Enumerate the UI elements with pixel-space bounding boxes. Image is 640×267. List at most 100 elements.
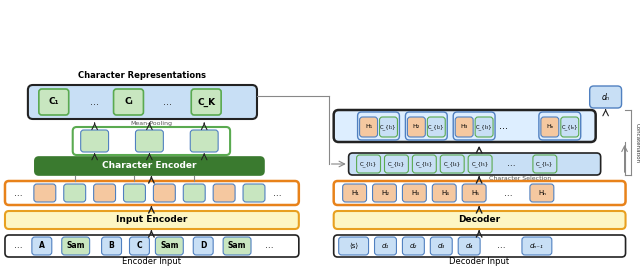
FancyBboxPatch shape xyxy=(28,85,257,119)
FancyBboxPatch shape xyxy=(102,237,122,255)
Text: Decoder Input: Decoder Input xyxy=(449,257,509,265)
Text: ...: ... xyxy=(499,121,508,131)
FancyBboxPatch shape xyxy=(561,117,579,137)
Text: C_{l₃}: C_{l₃} xyxy=(476,124,492,130)
Text: C_{l₁}: C_{l₁} xyxy=(360,161,377,167)
FancyBboxPatch shape xyxy=(360,117,378,137)
Text: Encoder Input: Encoder Input xyxy=(122,257,181,265)
Text: A: A xyxy=(39,241,45,250)
Text: B: B xyxy=(109,241,115,250)
Text: ...: ... xyxy=(264,241,273,250)
Text: Hₙ: Hₙ xyxy=(539,190,547,196)
Text: Cᵢ: Cᵢ xyxy=(124,97,133,107)
Text: H₁: H₁ xyxy=(365,124,372,129)
Text: ...: ... xyxy=(497,241,506,250)
Text: C_{l₁}: C_{l₁} xyxy=(380,124,397,130)
Text: ⟨s⟩: ⟨s⟩ xyxy=(349,243,358,249)
Text: C_{lₙ}: C_{lₙ} xyxy=(561,124,578,130)
Text: Hₙ: Hₙ xyxy=(546,124,554,129)
FancyBboxPatch shape xyxy=(349,153,601,175)
Text: ...: ... xyxy=(507,159,515,168)
FancyBboxPatch shape xyxy=(190,130,218,152)
FancyBboxPatch shape xyxy=(5,211,299,229)
Text: C_{l₅}: C_{l₅} xyxy=(472,161,489,167)
FancyBboxPatch shape xyxy=(39,89,68,115)
FancyBboxPatch shape xyxy=(61,237,90,255)
FancyBboxPatch shape xyxy=(113,89,143,115)
FancyBboxPatch shape xyxy=(403,237,424,255)
FancyBboxPatch shape xyxy=(333,110,596,142)
FancyBboxPatch shape xyxy=(156,237,183,255)
FancyBboxPatch shape xyxy=(530,184,554,202)
FancyBboxPatch shape xyxy=(93,184,116,202)
Text: ...: ... xyxy=(13,189,22,198)
FancyBboxPatch shape xyxy=(124,184,145,202)
FancyBboxPatch shape xyxy=(136,130,163,152)
Text: d₄: d₄ xyxy=(465,243,473,249)
FancyBboxPatch shape xyxy=(5,181,299,205)
Text: Mean-Pooling: Mean-Pooling xyxy=(131,120,172,125)
Text: ...: ... xyxy=(90,97,99,107)
Text: ...: ... xyxy=(163,97,172,107)
FancyBboxPatch shape xyxy=(428,117,445,137)
Text: H₄: H₄ xyxy=(441,190,449,196)
Text: H₃: H₃ xyxy=(461,124,468,129)
FancyBboxPatch shape xyxy=(372,184,396,202)
Text: H₅: H₅ xyxy=(471,190,479,196)
Text: Concatenation: Concatenation xyxy=(635,123,640,163)
Text: Sam: Sam xyxy=(228,241,246,250)
Text: ...: ... xyxy=(504,189,513,198)
FancyBboxPatch shape xyxy=(455,117,473,137)
FancyBboxPatch shape xyxy=(183,184,205,202)
FancyBboxPatch shape xyxy=(243,184,265,202)
FancyBboxPatch shape xyxy=(333,235,625,257)
Text: H₂: H₂ xyxy=(413,124,420,129)
FancyBboxPatch shape xyxy=(154,184,175,202)
FancyBboxPatch shape xyxy=(380,117,397,137)
FancyBboxPatch shape xyxy=(223,237,251,255)
FancyBboxPatch shape xyxy=(475,117,493,137)
FancyBboxPatch shape xyxy=(64,184,86,202)
Text: Character Representations: Character Representations xyxy=(79,70,207,80)
FancyBboxPatch shape xyxy=(408,117,426,137)
FancyBboxPatch shape xyxy=(403,184,426,202)
Text: H₁: H₁ xyxy=(351,190,360,196)
FancyBboxPatch shape xyxy=(81,130,109,152)
FancyBboxPatch shape xyxy=(522,237,552,255)
FancyBboxPatch shape xyxy=(440,155,464,173)
Text: ...: ... xyxy=(273,189,281,198)
FancyBboxPatch shape xyxy=(34,184,56,202)
Text: ...: ... xyxy=(13,241,22,250)
Text: d₁: d₁ xyxy=(382,243,389,249)
FancyBboxPatch shape xyxy=(374,237,396,255)
FancyBboxPatch shape xyxy=(193,237,213,255)
FancyBboxPatch shape xyxy=(5,235,299,257)
Text: d₃: d₃ xyxy=(438,243,445,249)
Text: C_{lₙ}: C_{lₙ} xyxy=(536,161,554,167)
Text: dₙ: dₙ xyxy=(602,92,609,101)
Text: Character Selection: Character Selection xyxy=(489,175,551,180)
FancyBboxPatch shape xyxy=(458,237,480,255)
FancyBboxPatch shape xyxy=(432,184,456,202)
Text: Sam: Sam xyxy=(160,241,179,250)
FancyBboxPatch shape xyxy=(462,184,486,202)
FancyBboxPatch shape xyxy=(468,155,492,173)
Text: d₂: d₂ xyxy=(410,243,417,249)
FancyBboxPatch shape xyxy=(333,181,625,205)
FancyBboxPatch shape xyxy=(356,155,381,173)
Text: H₂: H₂ xyxy=(381,190,390,196)
FancyBboxPatch shape xyxy=(129,237,149,255)
Text: C: C xyxy=(137,241,142,250)
Text: D: D xyxy=(200,241,206,250)
Text: C_{l₃}: C_{l₃} xyxy=(416,161,433,167)
FancyBboxPatch shape xyxy=(342,184,367,202)
FancyBboxPatch shape xyxy=(35,157,264,175)
FancyBboxPatch shape xyxy=(589,86,621,108)
Text: Decoder: Decoder xyxy=(458,215,500,225)
Text: C_{l₄}: C_{l₄} xyxy=(444,161,461,167)
Text: Sam: Sam xyxy=(67,241,85,250)
FancyBboxPatch shape xyxy=(430,237,452,255)
Text: Input Encoder: Input Encoder xyxy=(116,215,187,225)
FancyBboxPatch shape xyxy=(533,155,557,173)
Text: C_{l₂}: C_{l₂} xyxy=(428,124,445,130)
